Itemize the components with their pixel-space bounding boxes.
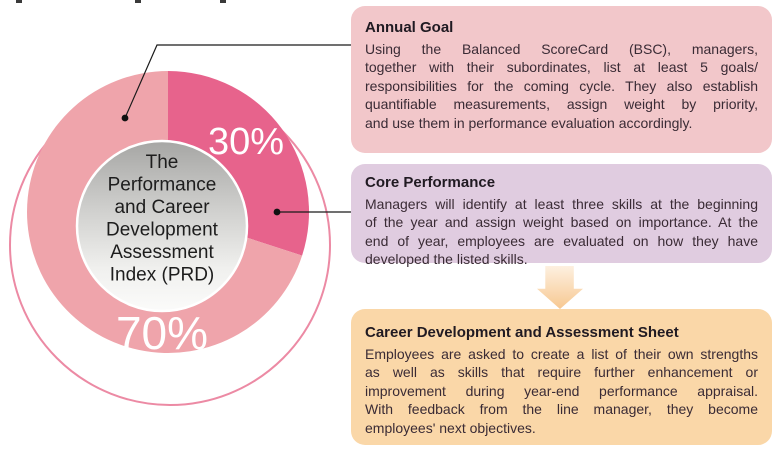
annual-goal-title: Annual Goal — [365, 19, 454, 36]
text-line: as well as skills that require further e… — [365, 364, 758, 381]
callout-dot-2 — [273, 208, 281, 216]
text-line: Managers will identify at least three sk… — [365, 196, 758, 212]
text-line: With feedback from the line manager, the… — [365, 401, 758, 418]
center-text-line: Index (PRD) — [110, 265, 215, 286]
percent-label-70: 70% — [116, 307, 208, 359]
down-arrow-icon — [537, 266, 583, 309]
percent-label-30: 30% — [208, 121, 284, 163]
center-text-line: Performance — [108, 175, 217, 196]
career-development-body: Employees are asked to create a list of … — [365, 345, 758, 437]
text-line: employees' next objectives. — [365, 419, 536, 436]
core-performance-body: Managers will identify at least three sk… — [365, 195, 758, 269]
core-performance-box: Core Performance Managers will identify … — [351, 164, 772, 267]
career-development-box: Career Development and Assessment Sheet … — [351, 309, 772, 445]
annual-goal-box: Annual Goal Using the Balanced ScoreCard… — [351, 6, 772, 153]
text-line: together with their subordinates, list a… — [365, 59, 758, 76]
text-line: quantifiable measurements, assign weight… — [365, 96, 758, 113]
text-line: improvement during year-end performance … — [365, 382, 758, 399]
cropped-text-fragment — [135, 0, 141, 3]
center-text-line: Development — [106, 220, 219, 241]
text-line: developed the listed skills. — [365, 251, 528, 268]
callout-line-1 — [124, 44, 352, 119]
core-performance-title: Core Performance — [365, 174, 496, 191]
center-text-line: and Career — [114, 197, 210, 218]
cropped-text-fragment — [220, 0, 226, 3]
career-development-title: Career Development and Assessment Sheet — [365, 324, 679, 341]
text-line: of the year and assign weight based on i… — [365, 214, 758, 231]
cropped-text-fragment — [16, 0, 22, 3]
center-text-line: Assessment — [110, 242, 214, 263]
text-line: Employees are asked to create a list of … — [365, 346, 758, 362]
center-circle — [75, 139, 249, 313]
text-line: Using the Balanced ScoreCard (BSC), mana… — [365, 41, 758, 57]
text-line: and use them in performance evaluation a… — [365, 114, 693, 131]
annual-goal-body: Using the Balanced ScoreCard (BSC), mana… — [365, 40, 758, 132]
text-line: responsibilities for the coming cycle. T… — [365, 77, 758, 94]
text-line: end of year, employees are evaluated on … — [365, 232, 758, 249]
callout-dot-1 — [121, 114, 129, 122]
center-text-line: The — [146, 152, 179, 173]
